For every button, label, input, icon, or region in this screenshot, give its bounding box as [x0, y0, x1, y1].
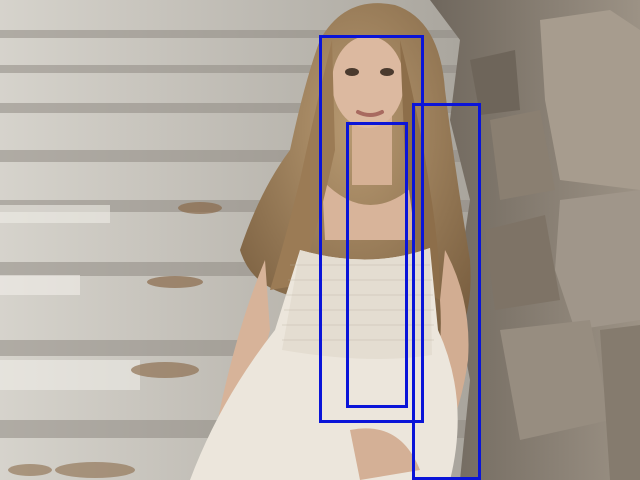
stone-wall — [430, 0, 640, 480]
